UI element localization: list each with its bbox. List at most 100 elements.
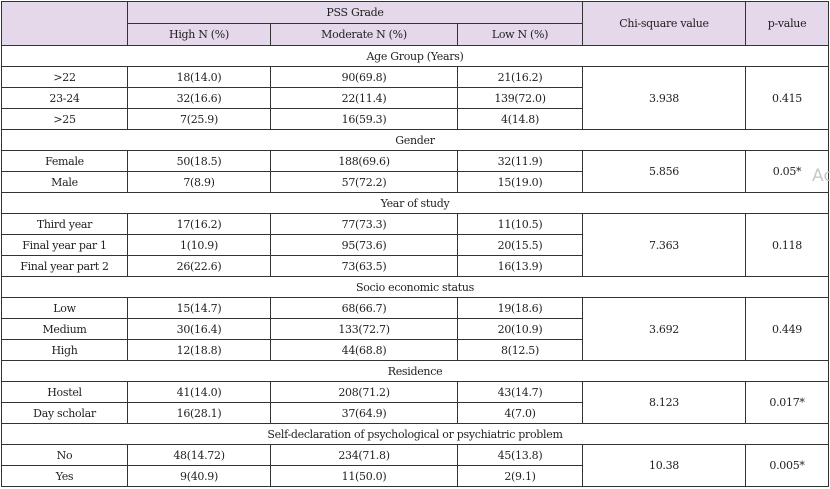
chi-square-cell: 8.123 (582, 381, 747, 424)
high-cell: 26(22.6) (127, 255, 271, 277)
moderate-cell: 22(11.4) (270, 87, 458, 109)
table-row: Hostel 41(14.0) 208(71.2) 43(14.7) 8.123 0.01… (1, 381, 830, 424)
chi-square-cell: 10.38 (582, 444, 747, 487)
p-value-cell: 0.415 (745, 66, 830, 130)
high-cell: 7(25.9) (127, 108, 271, 130)
moderate-cell: 16(59.3) (270, 108, 458, 130)
low-cell: 4(7.0) (456, 402, 584, 424)
section-row: Socio economic status (0, 276, 830, 298)
high-header: High N (%) (127, 23, 271, 46)
low-cell: 15(19.0) (456, 171, 584, 193)
low-cell: 11(10.5) (456, 213, 584, 235)
row-label: No (1, 444, 128, 466)
pss-grade-header: PSS Grade (126, 1, 584, 24)
high-cell: 1(10.9) (127, 234, 271, 256)
table-body: Age Group (Years) >22 18(14.0) 90(69.8) 21(1… (0, 45, 830, 487)
section-row: Year of study (0, 192, 830, 214)
high-cell: 9(40.9) (127, 465, 271, 487)
moderate-cell: 57(72.2) (270, 171, 458, 193)
row-label: Final year part 2 (1, 255, 128, 277)
section-title: Self-declaration of psychological or psy… (0, 423, 830, 445)
low-cell: 139(72.0) (456, 87, 584, 109)
high-cell: 12(18.8) (127, 339, 271, 361)
high-cell: 17(16.2) (127, 213, 271, 235)
table-row: Female 50(18.5) 188(69.6) 32(11.9) 5.856 0.05… (1, 150, 830, 193)
moderate-cell: 90(69.8) (270, 66, 458, 88)
low-cell: 2(9.1) (456, 465, 584, 487)
moderate-cell: 95(73.6) (270, 234, 458, 256)
high-cell: 15(14.7) (127, 297, 271, 319)
section-row: Self-declaration of psychological or psy… (0, 423, 830, 445)
section-title: Age Group (Years) (0, 45, 830, 67)
low-cell: 45(13.8) (456, 444, 584, 466)
high-cell: 18(14.0) (127, 66, 271, 88)
table-row: Third year 17(16.2) 77(73.3) 11(10.5) 7.363 0… (1, 213, 830, 277)
moderate-cell: 188(69.6) (270, 150, 458, 172)
moderate-cell: 133(72.7) (270, 318, 458, 340)
table-row: Low 15(14.7) 68(66.7) 19(18.6) 3.692 0.449 (1, 297, 830, 361)
low-cell: 21(16.2) (456, 66, 584, 88)
low-cell: 32(11.9) (456, 150, 584, 172)
empty-header-cell (1, 1, 128, 46)
moderate-cell: 208(71.2) (270, 381, 458, 403)
p-value-cell: 0.017* (745, 381, 830, 424)
section-title: Year of study (0, 192, 830, 214)
table-row: Male 7(8.9) 57(72.2) 15(19.0) (1, 171, 829, 193)
row-label: Male (1, 171, 128, 193)
section-row: Residence (0, 360, 830, 382)
row-label: 23-24 (1, 87, 128, 109)
row-label: >22 (1, 66, 128, 88)
high-cell: 7(8.9) (127, 171, 271, 193)
p-value-cell: 0.05* (745, 150, 830, 193)
watermark: Ac (812, 166, 830, 186)
high-cell: 41(14.0) (127, 381, 271, 403)
row-label: Medium (1, 318, 128, 340)
chi-square-cell: 7.363 (582, 213, 747, 277)
section-title: Socio economic status (0, 276, 830, 298)
p-value-cell: 0.449 (745, 297, 830, 361)
row-label: Hostel (1, 381, 128, 403)
chi-square-header: Chi-square value (582, 1, 747, 46)
p-value-cell: 0.118 (745, 213, 830, 277)
row-label: Yes (1, 465, 128, 487)
high-cell: 50(18.5) (127, 150, 271, 172)
low-cell: 4(14.8) (456, 108, 584, 130)
low-cell: 19(18.6) (456, 297, 584, 319)
low-cell: 20(15.5) (456, 234, 584, 256)
moderate-cell: 68(66.7) (270, 297, 458, 319)
table-row: Yes 9(40.9) 11(50.0) 2(9.1) (1, 465, 829, 487)
section-title: Gender (0, 129, 830, 151)
chi-square-cell: 3.938 (582, 66, 747, 130)
table-row: >22 18(14.0) 90(69.8) 21(16.2) 3.938 0.415 (1, 66, 830, 130)
p-value-cell: 0.005* (745, 444, 830, 487)
low-cell: 16(13.9) (456, 255, 584, 277)
row-label: Low (1, 297, 128, 319)
row-label: Third year (1, 213, 128, 235)
section-row: Gender (0, 129, 830, 151)
chi-square-cell: 5.856 (582, 150, 747, 193)
section-row: Age Group (Years) (0, 45, 830, 67)
moderate-cell: 11(50.0) (270, 465, 458, 487)
moderate-cell: 44(68.8) (270, 339, 458, 361)
table-row: Final year part 2 26(22.6) 73(63.5) 16(13.9… (1, 255, 829, 277)
low-cell: 8(12.5) (456, 339, 584, 361)
high-cell: 48(14.72) (127, 444, 271, 466)
p-value-header: p-value (745, 1, 830, 46)
moderate-cell: 73(63.5) (270, 255, 458, 277)
low-header: Low N (%) (456, 23, 584, 46)
row-label: Final year par 1 (1, 234, 128, 256)
low-cell: 43(14.7) (456, 381, 584, 403)
section-title: Residence (0, 360, 830, 382)
high-cell: 30(16.4) (127, 318, 271, 340)
row-label: >25 (1, 108, 128, 130)
high-cell: 32(16.6) (127, 87, 271, 109)
row-label: Day scholar (1, 402, 128, 424)
low-cell: 20(10.9) (456, 318, 584, 340)
moderate-cell: 77(73.3) (270, 213, 458, 235)
moderate-cell: 234(71.8) (270, 444, 458, 466)
high-cell: 16(28.1) (127, 402, 271, 424)
row-label: High (1, 339, 128, 361)
moderate-header: Moderate N (%) (270, 23, 458, 46)
table-row: No 48(14.72) 234(71.8) 45(13.8) 10.38 0.005* (1, 444, 830, 487)
